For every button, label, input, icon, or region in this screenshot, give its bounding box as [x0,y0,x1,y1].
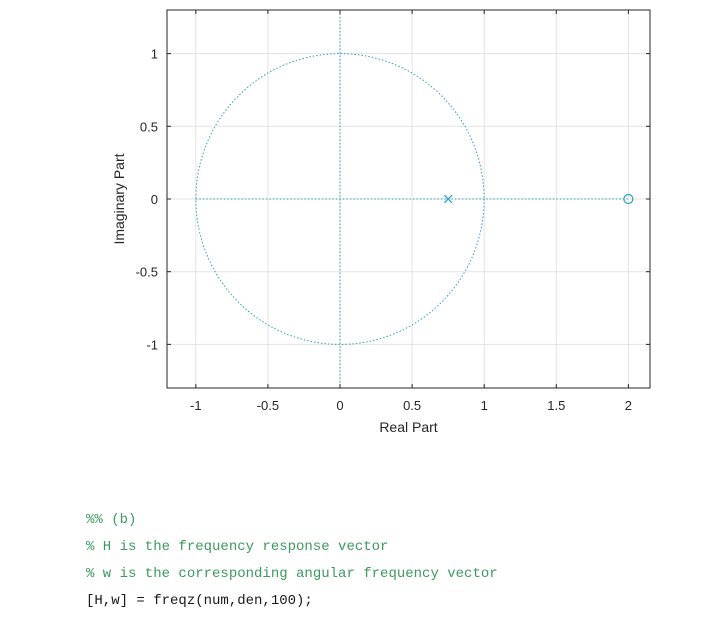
axis-ticks: -1 -0.5 0 0.5 1 1.5 2 -1 -0.5 0 0.5 1 [136,10,650,413]
y-tick-label: 0 [151,192,158,207]
x-tick-label: 0 [336,398,343,413]
x-tick-label: 0.5 [403,398,421,413]
code-line: % w is the corresponding angular frequen… [86,566,498,582]
y-axis-label: Imaginary Part [111,153,127,244]
x-tick-label: 2 [625,398,632,413]
x-tick-label: 1 [481,398,488,413]
x-tick-label: -1 [190,398,202,413]
code-block: %% (b) % H is the frequency response vec… [86,507,498,615]
y-tick-label: 0.5 [140,119,158,134]
pole-marker [443,194,453,204]
code-line: % H is the frequency response vector [86,539,389,555]
markers [443,193,634,205]
guide-lines [195,10,629,388]
x-tick-label: -0.5 [257,398,279,413]
code-line: [H,w] = freqz(num,den,100); [86,593,313,609]
zero-marker [623,193,634,205]
pole-marker-stroke [443,194,453,204]
pole-zero-plot: -1 -0.5 0 0.5 1 1.5 2 -1 -0.5 0 0.5 1 Real Part Ima… [111,9,651,435]
y-tick-label: 1 [151,47,158,62]
x-tick-label: 1.5 [547,398,565,413]
code-line: %% (b) [86,512,137,528]
y-tick-label: -0.5 [136,265,158,280]
x-axis-label: Real Part [379,419,437,435]
y-tick-label: -1 [146,337,158,352]
